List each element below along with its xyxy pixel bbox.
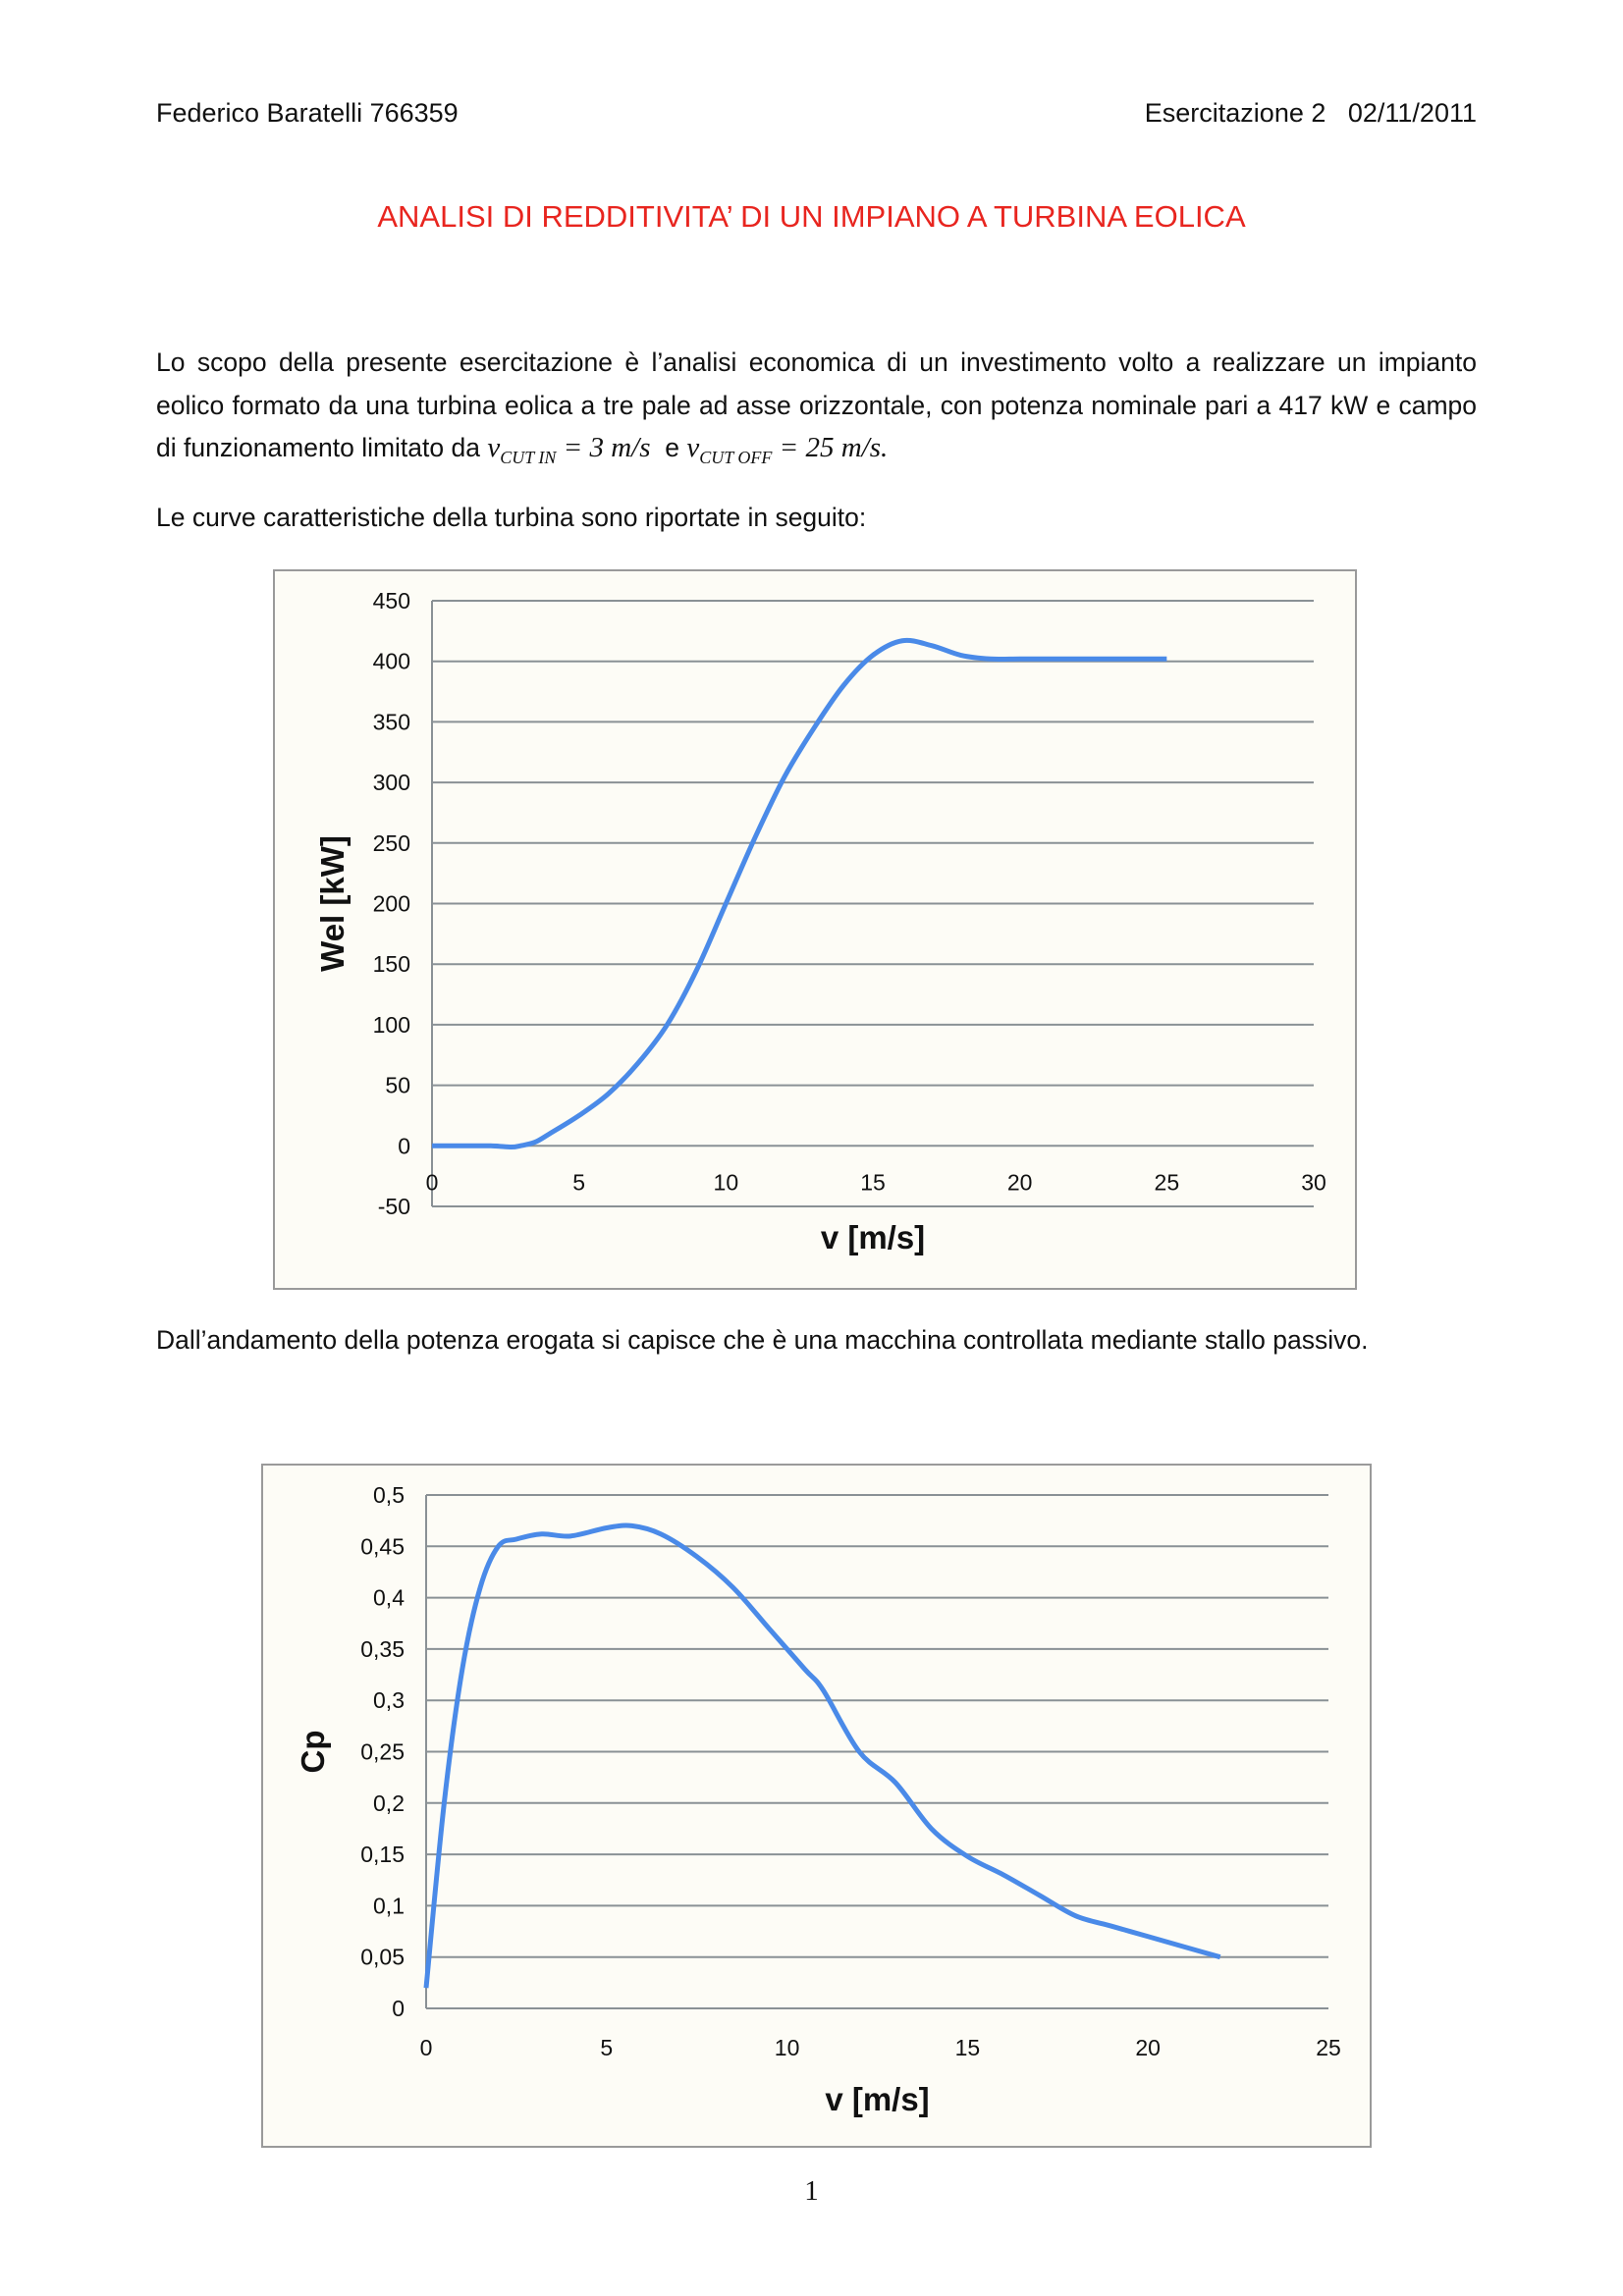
period: . xyxy=(881,432,889,463)
y-tick-label: 0 xyxy=(398,1133,410,1158)
y-tick-label: 350 xyxy=(373,709,410,734)
x-tick-label: 20 xyxy=(1135,2035,1161,2060)
y-tick-label: 0,15 xyxy=(360,1842,405,1867)
y-tick-label: 100 xyxy=(373,1012,410,1038)
y-tick-label: 0 xyxy=(392,1996,405,2021)
power-curve-chart: -50 0 50 100 150 200 250 300 350 400 450 0 5 10 15 20 25… xyxy=(273,569,1357,1290)
x-tick-label: 20 xyxy=(1007,1169,1033,1195)
x-axis-title: v [m/s] xyxy=(825,2081,929,2117)
y-tick-label: 150 xyxy=(373,951,410,977)
cut-off-value: = 25 m/s xyxy=(772,432,882,463)
cp-curve-svg: 0 0,05 0,1 0,15 0,2 0,25 0,3 0,35 0,4 0,45 0,5 0 5 10… xyxy=(295,1482,1341,2117)
cut-in-formula: vCUT IN = 3 m/s xyxy=(487,432,651,467)
page-number: 1 xyxy=(804,2175,819,2207)
intro-paragraph: Lo scopo della presente esercitazione è … xyxy=(156,342,1477,479)
x-tick-label: 0 xyxy=(426,1169,439,1195)
y-tick-label: 0,5 xyxy=(373,1482,405,1508)
power-curve-svg: -50 0 50 100 150 200 250 300 350 400 450 0 5 10 15 20 25… xyxy=(314,588,1326,1255)
cut-in-value: = 3 m/s xyxy=(556,432,651,463)
v-symbol: v xyxy=(487,432,501,463)
document-title: ANALISI DI REDDITIVITA’ DI UN IMPIANO A … xyxy=(377,199,1246,234)
connector: e xyxy=(650,433,687,462)
v-symbol: v xyxy=(686,432,700,463)
stall-note: Dall’andamento della potenza erogata si … xyxy=(156,1325,1369,1355)
intro-text: Lo scopo della presente esercitazione è … xyxy=(156,347,1477,462)
x-tick-label: 5 xyxy=(572,1169,585,1195)
y-axis-title: Cp xyxy=(295,1731,331,1774)
y-axis-title: Wel [kW] xyxy=(314,835,351,972)
y-tick-label: 200 xyxy=(373,891,410,917)
series-line xyxy=(423,1522,1221,1989)
y-tick-label: 0,4 xyxy=(373,1585,405,1611)
x-tick-label: 25 xyxy=(1155,1169,1180,1195)
cut-off-sub: CUT OFF xyxy=(699,447,773,467)
x-tick-label: 10 xyxy=(714,1169,739,1195)
y-tick-label: 0,35 xyxy=(360,1636,405,1662)
y-tick-label: 0,05 xyxy=(360,1945,405,1970)
header-author: Federico Baratelli 766359 xyxy=(156,98,459,128)
x-axis-title: v [m/s] xyxy=(821,1219,925,1255)
cp-curve-chart: 0 0,05 0,1 0,15 0,2 0,25 0,3 0,35 0,4 0,45 0,5 0 5 10… xyxy=(261,1464,1372,2148)
y-tick-label: 400 xyxy=(373,649,410,674)
series-line xyxy=(431,637,1167,1150)
x-tick-label: 0 xyxy=(420,2035,433,2060)
x-tick-label: 10 xyxy=(775,2035,800,2060)
y-tick-label: 250 xyxy=(373,830,410,856)
x-tick-label: 30 xyxy=(1301,1169,1326,1195)
y-tick-label: 0,45 xyxy=(360,1533,405,1559)
x-tick-label: 15 xyxy=(860,1169,886,1195)
x-tick-label: 25 xyxy=(1316,2035,1341,2060)
y-tick-label: -50 xyxy=(378,1194,410,1219)
x-tick-label: 15 xyxy=(955,2035,981,2060)
y-tick-label: 0,3 xyxy=(373,1687,405,1713)
y-tick-label: 0,25 xyxy=(360,1739,405,1765)
cut-off-formula: vCUT OFF = 25 m/s. xyxy=(686,432,889,467)
header-exercise: Esercitazione 2 02/11/2011 xyxy=(1144,98,1477,128)
y-tick-label: 0,1 xyxy=(373,1893,405,1918)
y-tick-label: 0,2 xyxy=(373,1790,405,1816)
y-tick-label: 50 xyxy=(385,1073,410,1098)
x-tick-label: 5 xyxy=(600,2035,613,2060)
curves-intro: Le curve caratteristiche della turbina s… xyxy=(156,503,867,532)
y-tick-label: 450 xyxy=(373,588,410,614)
cut-in-sub: CUT IN xyxy=(500,447,557,467)
y-tick-label: 300 xyxy=(373,770,410,795)
